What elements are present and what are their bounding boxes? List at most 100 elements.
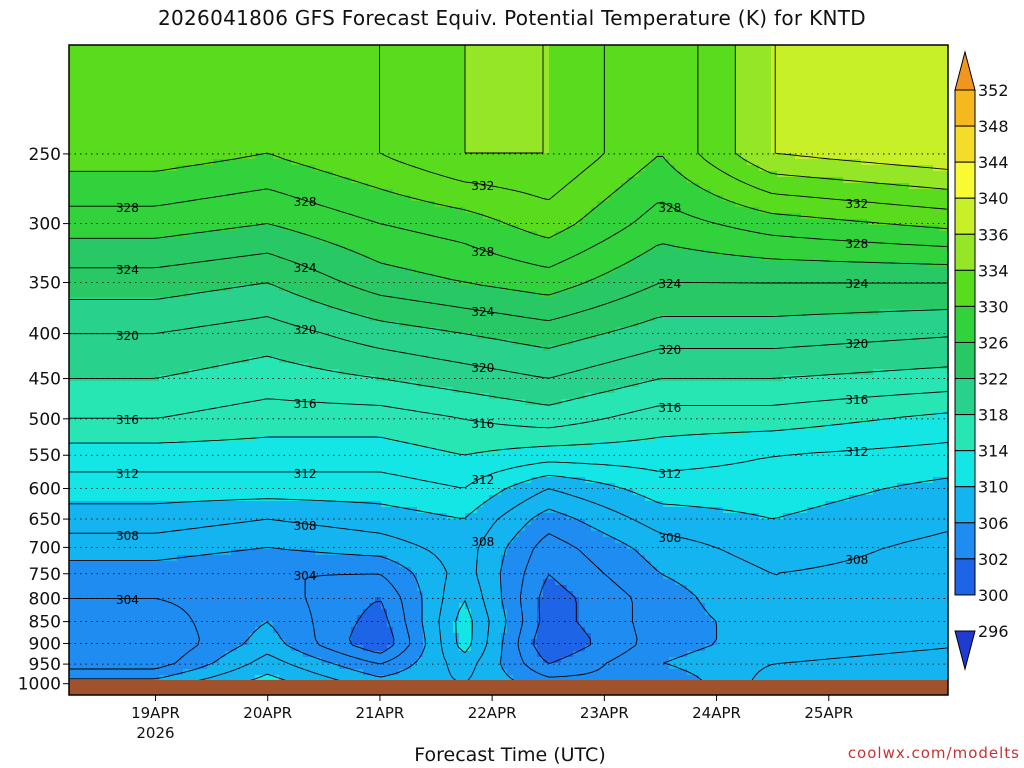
field-cell <box>285 165 292 172</box>
field-cell <box>105 81 112 88</box>
field-cell <box>135 51 142 58</box>
field-cell <box>393 51 400 58</box>
field-cell <box>747 51 754 58</box>
field-cell <box>807 45 814 52</box>
field-cell <box>345 69 352 76</box>
field-cell <box>393 129 400 136</box>
field-cell <box>777 105 784 112</box>
field-cell <box>141 237 148 244</box>
field-cell <box>279 99 286 106</box>
field-cell <box>897 195 904 202</box>
field-cell <box>723 135 730 142</box>
field-cell <box>609 69 616 76</box>
field-cell <box>675 141 682 148</box>
field-cell <box>435 123 442 130</box>
field-cell <box>351 153 358 160</box>
field-cell <box>243 123 250 130</box>
field-cell <box>375 69 382 76</box>
field-cell <box>465 111 472 118</box>
field-cell <box>585 75 592 82</box>
field-cell <box>447 165 454 172</box>
field-cell <box>81 141 88 148</box>
field-cell <box>537 243 544 250</box>
field-cell <box>423 207 430 214</box>
field-cell <box>435 183 442 190</box>
field-cell <box>513 69 520 76</box>
field-cell <box>387 93 394 100</box>
field-cell <box>165 147 172 154</box>
field-cell <box>255 45 262 52</box>
field-cell <box>177 81 184 88</box>
field-cell <box>267 159 274 166</box>
field-cell <box>615 87 622 94</box>
field-cell <box>177 237 184 244</box>
field-cell <box>375 183 382 190</box>
field-cell <box>807 189 814 196</box>
field-cell <box>135 63 142 70</box>
field-cell <box>297 93 304 100</box>
field-cell <box>909 171 916 178</box>
field-cell <box>945 51 948 58</box>
field-cell <box>699 123 706 130</box>
field-cell <box>483 63 490 70</box>
field-cell <box>363 183 370 190</box>
field-cell <box>933 201 940 208</box>
field-cell <box>711 87 718 94</box>
field-cell <box>507 81 514 88</box>
field-cell <box>537 213 544 220</box>
field-cell <box>309 237 316 244</box>
field-cell <box>411 69 418 76</box>
field-cell <box>159 177 166 184</box>
field-cell <box>99 45 106 52</box>
field-cell <box>345 63 352 70</box>
field-cell <box>663 75 670 82</box>
field-cell <box>573 159 580 166</box>
field-cell <box>633 243 640 250</box>
field-cell <box>261 207 268 214</box>
field-cell <box>807 81 814 88</box>
field-cell <box>387 225 394 232</box>
field-cell <box>591 189 598 196</box>
field-cell <box>609 99 616 106</box>
field-cell <box>921 75 928 82</box>
field-cell <box>921 129 928 136</box>
field-cell <box>435 165 442 172</box>
field-cell <box>825 141 832 148</box>
field-cell <box>453 153 460 160</box>
field-cell <box>621 207 628 214</box>
field-cell <box>111 165 118 172</box>
field-cell <box>303 177 310 184</box>
field-cell <box>825 201 832 208</box>
field-cell <box>243 219 250 226</box>
field-cell <box>363 45 370 52</box>
field-cell <box>897 147 904 154</box>
field-cell <box>711 213 718 220</box>
field-cell <box>261 123 268 130</box>
field-cell <box>447 231 454 238</box>
field-cell <box>381 45 388 52</box>
field-cell <box>333 189 340 196</box>
field-cell <box>609 129 616 136</box>
field-cell <box>825 123 832 130</box>
field-cell <box>855 135 862 142</box>
field-cell <box>615 243 622 250</box>
field-cell <box>303 63 310 70</box>
field-cell <box>729 99 736 106</box>
field-cell <box>669 141 676 148</box>
field-cell <box>417 207 424 214</box>
field-cell <box>525 165 532 172</box>
field-cell <box>165 219 172 226</box>
field-cell <box>933 111 940 118</box>
field-cell <box>345 93 352 100</box>
field-cell <box>603 93 610 100</box>
field-cell <box>387 51 394 58</box>
field-cell <box>405 219 412 226</box>
field-cell <box>141 147 148 154</box>
field-cell <box>237 57 244 64</box>
field-cell <box>459 207 466 214</box>
field-cell <box>327 213 334 220</box>
field-cell <box>81 231 88 238</box>
field-cell <box>741 45 748 52</box>
field-cell <box>489 105 496 112</box>
field-cell <box>285 141 292 148</box>
